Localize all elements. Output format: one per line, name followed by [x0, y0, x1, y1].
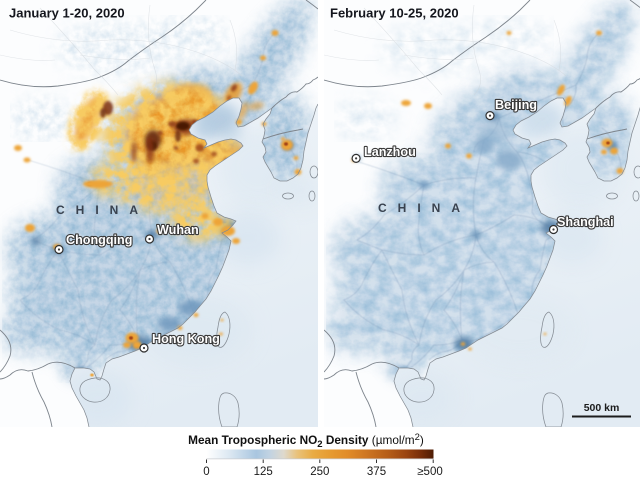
- svg-text:125: 125: [254, 466, 273, 478]
- svg-text:CHINA: CHINA: [378, 201, 471, 215]
- svg-text:February 10-25, 2020: February 10-25, 2020: [330, 6, 459, 21]
- svg-text:January 1-20, 2020: January 1-20, 2020: [9, 6, 125, 21]
- svg-text:≥500: ≥500: [417, 466, 443, 478]
- svg-text:Wuhan: Wuhan: [157, 223, 199, 237]
- svg-text:Chongqing: Chongqing: [66, 233, 132, 247]
- svg-text:250: 250: [310, 466, 329, 478]
- svg-text:Lanzhou: Lanzhou: [364, 145, 416, 159]
- svg-text:500 km: 500 km: [584, 402, 620, 414]
- svg-text:Beijing: Beijing: [495, 98, 537, 112]
- svg-text:0: 0: [203, 466, 209, 478]
- svg-text:Mean Tropospheric NO2 Density: Mean Tropospheric NO2 Density (µmol/m2): [188, 432, 424, 450]
- svg-text:Hong Kong: Hong Kong: [152, 332, 220, 346]
- svg-text:375: 375: [367, 466, 386, 478]
- svg-text:CHINA: CHINA: [56, 203, 149, 217]
- svg-text:Shanghai: Shanghai: [557, 215, 614, 229]
